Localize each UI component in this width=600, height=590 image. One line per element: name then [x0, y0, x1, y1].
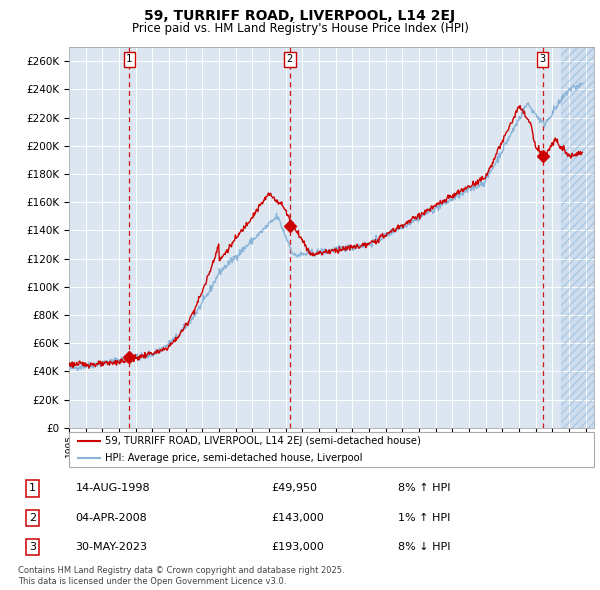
Text: 2: 2 — [29, 513, 36, 523]
Text: 8% ↑ HPI: 8% ↑ HPI — [398, 483, 451, 493]
Text: 3: 3 — [539, 54, 545, 64]
Text: 30-MAY-2023: 30-MAY-2023 — [76, 542, 148, 552]
Text: Contains HM Land Registry data © Crown copyright and database right 2025.: Contains HM Land Registry data © Crown c… — [18, 566, 344, 575]
Text: 59, TURRIFF ROAD, LIVERPOOL, L14 2EJ (semi-detached house): 59, TURRIFF ROAD, LIVERPOOL, L14 2EJ (se… — [105, 437, 421, 447]
Text: This data is licensed under the Open Government Licence v3.0.: This data is licensed under the Open Gov… — [18, 577, 286, 586]
Text: £49,950: £49,950 — [271, 483, 317, 493]
Text: 14-AUG-1998: 14-AUG-1998 — [76, 483, 150, 493]
Text: 1: 1 — [29, 483, 36, 493]
Text: 1% ↑ HPI: 1% ↑ HPI — [398, 513, 451, 523]
Text: Price paid vs. HM Land Registry's House Price Index (HPI): Price paid vs. HM Land Registry's House … — [131, 22, 469, 35]
Text: £143,000: £143,000 — [271, 513, 324, 523]
Text: 59, TURRIFF ROAD, LIVERPOOL, L14 2EJ: 59, TURRIFF ROAD, LIVERPOOL, L14 2EJ — [145, 9, 455, 23]
Bar — [560, 47, 594, 428]
Text: 3: 3 — [29, 542, 36, 552]
Text: HPI: Average price, semi-detached house, Liverpool: HPI: Average price, semi-detached house,… — [105, 453, 362, 463]
Text: 8% ↓ HPI: 8% ↓ HPI — [398, 542, 451, 552]
Text: 2: 2 — [287, 54, 293, 64]
Bar — [560, 47, 594, 428]
Text: 1: 1 — [126, 54, 133, 64]
Text: £193,000: £193,000 — [271, 542, 324, 552]
Text: 04-APR-2008: 04-APR-2008 — [76, 513, 148, 523]
FancyBboxPatch shape — [69, 432, 594, 467]
